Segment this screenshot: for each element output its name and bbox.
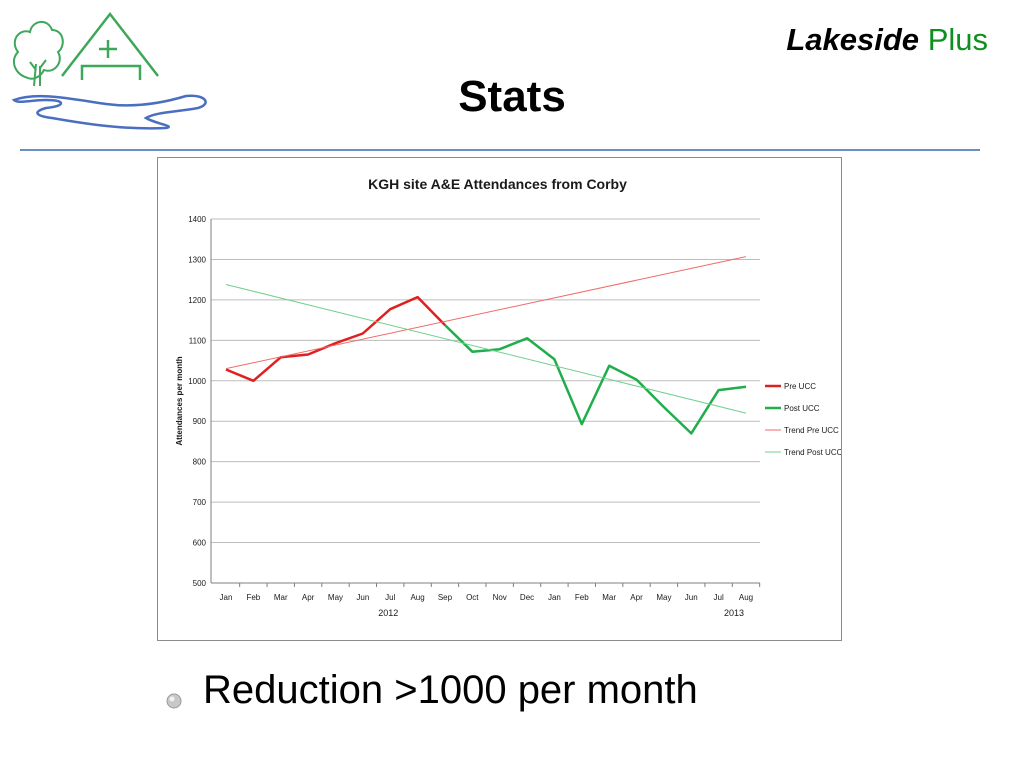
y-tick-label-1000: 1000 xyxy=(188,377,206,386)
y-axis-label: Attendances per month xyxy=(175,356,184,445)
x-tick-label-9: Oct xyxy=(466,593,479,602)
y-tick-label-1400: 1400 xyxy=(188,215,206,224)
x-tick-label-15: Apr xyxy=(630,593,643,602)
x-tick-label-16: May xyxy=(656,593,671,602)
x-tick-label-19: Aug xyxy=(739,593,753,602)
page-title: Stats xyxy=(458,72,566,121)
year-label-2012: 2012 xyxy=(378,608,398,618)
x-tick-label-18: Jul xyxy=(714,593,724,602)
x-tick-label-5: Jun xyxy=(356,593,369,602)
x-tick-label-8: Sep xyxy=(438,593,453,602)
series-post-ucc xyxy=(444,324,747,435)
y-tick-label-700: 700 xyxy=(193,498,207,507)
x-tick-label-7: Aug xyxy=(410,593,424,602)
x-tick-label-11: Dec xyxy=(520,593,534,602)
brand-secondary: Plus xyxy=(927,22,988,57)
series-pre-ucc xyxy=(225,295,446,383)
y-tick-label-1200: 1200 xyxy=(188,296,206,305)
x-tick-label-6: Jul xyxy=(385,593,395,602)
house-icon xyxy=(61,11,159,80)
legend-label-post-ucc: Post UCC xyxy=(784,404,820,413)
x-tick-label-1: Feb xyxy=(246,593,260,602)
y-tick-label-800: 800 xyxy=(193,458,207,467)
chart-title: KGH site A&E Attendances from Corby xyxy=(368,176,627,192)
x-tick-label-3: Apr xyxy=(302,593,315,602)
x-tick-label-14: Mar xyxy=(602,593,616,602)
lakeside-logo xyxy=(11,11,207,130)
brand-primary: Lakeside xyxy=(786,22,920,57)
brand-name: Lakeside Plus xyxy=(786,22,988,58)
legend-label-trend-pre-ucc: Trend Pre UCC xyxy=(784,426,839,435)
header-divider xyxy=(20,149,980,151)
tree-icon xyxy=(12,21,64,87)
y-tick-label-900: 900 xyxy=(193,417,207,426)
attendance-chart: KGH site A&E Attendances from Corby 500 60… xyxy=(175,176,841,618)
x-tick-label-17: Jun xyxy=(685,593,698,602)
x-tick-label-13: Feb xyxy=(575,593,589,602)
chart-frame: KGH site A&E Attendances from Corby 500 60… xyxy=(157,157,842,641)
bullet-text: Reduction >1000 per month xyxy=(203,668,698,712)
y-tick-label-600: 600 xyxy=(193,539,207,548)
series-trend-pre-ucc xyxy=(225,256,747,370)
bullet-disc-icon xyxy=(166,693,182,709)
x-tick-label-0: Jan xyxy=(220,593,233,602)
series-trend-post-ucc xyxy=(225,284,747,414)
legend-label-pre-ucc: Pre UCC xyxy=(784,382,816,391)
year-label-2013: 2013 xyxy=(724,608,744,618)
x-tick-label-10: Nov xyxy=(493,593,507,602)
x-tick-label-2: Mar xyxy=(274,593,288,602)
x-tick-label-4: May xyxy=(328,593,343,602)
y-tick-label-500: 500 xyxy=(193,579,207,588)
y-tick-label-1100: 1100 xyxy=(189,336,207,345)
lake-icon xyxy=(11,94,207,130)
x-tick-label-12: Jan xyxy=(548,593,561,602)
legend-label-trend-post-ucc: Trend Post UCC xyxy=(784,448,841,457)
y-tick-label-1300: 1300 xyxy=(188,255,206,264)
